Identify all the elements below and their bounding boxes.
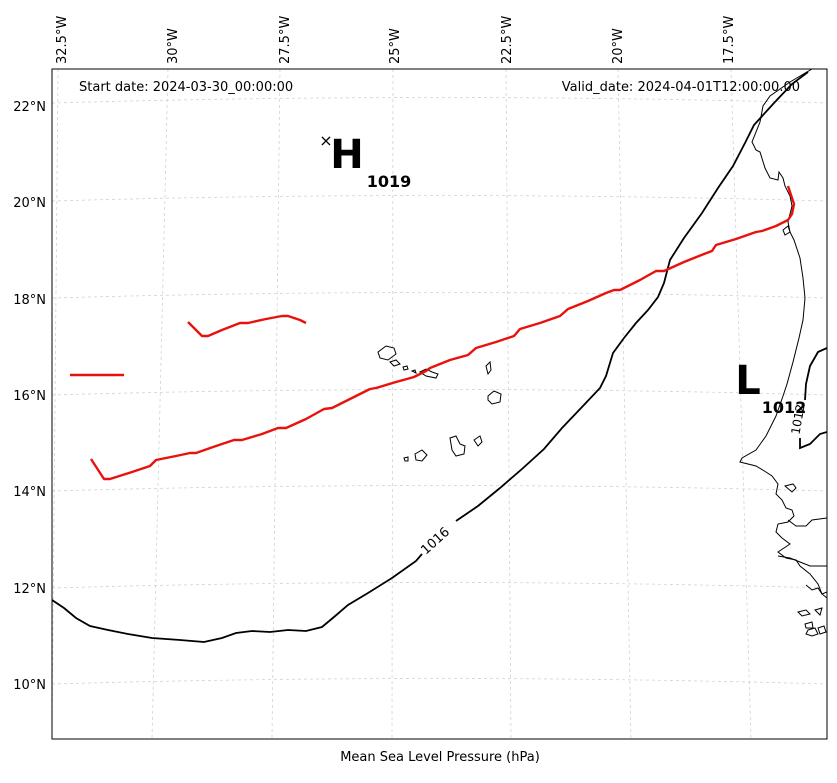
lat-tick-label: 22°N — [13, 100, 46, 115]
lon-tick-label: 22.5°W — [500, 16, 515, 64]
coastline-detail — [782, 225, 791, 236]
lat-tick-label: 14°N — [13, 485, 46, 500]
coastline-detail — [797, 609, 811, 617]
parallel-line — [52, 485, 827, 492]
red-contours — [70, 185, 796, 481]
parallel-line — [52, 195, 827, 202]
high-pressure-symbol: H — [330, 132, 363, 178]
coastline — [739, 69, 827, 637]
parallel-line — [52, 97, 827, 104]
red-contour-segment — [187, 314, 307, 338]
lon-tick-label: 20°W — [611, 28, 626, 64]
coastline-detail — [805, 627, 819, 637]
latitude-tick-labels: 22°N 20°N 18°N 16°N 14°N 12°N 10°N — [13, 100, 46, 693]
africa-coastline — [739, 69, 827, 599]
parallel-line — [52, 678, 827, 685]
valid-date-label: Valid_date: 2024-04-01T12:00:00.00 — [562, 80, 800, 95]
island — [473, 435, 483, 447]
isobar-label-1016: 1016 — [418, 525, 453, 558]
lon-tick-label: 32.5°W — [55, 16, 70, 64]
cape-verde-islands — [377, 345, 502, 462]
high-pressure-marker: × — [319, 131, 332, 150]
meridian-line — [271, 69, 281, 739]
meridian-line — [617, 69, 632, 739]
low-pressure-symbol: L — [735, 358, 761, 404]
plot-frame — [51, 68, 828, 740]
island — [389, 359, 401, 367]
island — [402, 365, 409, 371]
meridian-line — [505, 69, 512, 739]
red-contour-main — [89, 185, 796, 481]
lat-tick-label: 18°N — [13, 293, 46, 308]
island — [487, 390, 502, 405]
longitude-tick-labels: 32.5°W 30°W 27.5°W 25°W 22.5°W 20°W 17.5… — [55, 16, 737, 64]
low-pressure-value: 1012 — [762, 398, 807, 417]
coastline-detail — [804, 621, 814, 629]
isobar-1012 — [799, 347, 827, 450]
parallel-line — [52, 292, 827, 299]
lat-tick-label: 12°N — [13, 582, 46, 597]
lon-tick-label: 17.5°W — [722, 16, 737, 64]
island — [377, 345, 397, 361]
lon-tick-label: 27.5°W — [278, 16, 293, 64]
isobar-1016 — [52, 71, 809, 643]
lat-tick-label: 10°N — [13, 678, 46, 693]
coastline-detail — [817, 625, 827, 635]
lat-tick-label: 16°N — [13, 389, 46, 404]
meridian-line — [730, 69, 752, 739]
parallel-line — [52, 389, 827, 396]
lat-tick-label: 20°N — [13, 196, 46, 211]
map-caption: Mean Sea Level Pressure (hPa) — [340, 750, 540, 765]
island — [403, 456, 409, 462]
island — [449, 435, 466, 457]
lon-tick-label: 25°W — [388, 28, 403, 64]
parallel-line — [52, 582, 827, 589]
coastline-detail — [777, 555, 827, 567]
coastline-detail — [787, 517, 827, 527]
coastline-detail — [805, 584, 827, 595]
meridian-line — [151, 69, 169, 739]
island — [485, 360, 492, 376]
isobar-label-1012: 1012 — [789, 403, 808, 436]
high-pressure-value: 1019 — [367, 172, 412, 191]
start-date-label: Start date: 2024-03-30_00:00:00 — [79, 80, 293, 95]
lon-tick-label: 30°W — [166, 28, 181, 64]
coastline-detail — [814, 607, 823, 616]
island — [414, 449, 428, 462]
graticule — [52, 69, 827, 739]
coastline-detail — [783, 483, 797, 493]
meridian-line — [52, 69, 59, 739]
meridian-line — [391, 69, 394, 739]
island — [410, 369, 417, 374]
